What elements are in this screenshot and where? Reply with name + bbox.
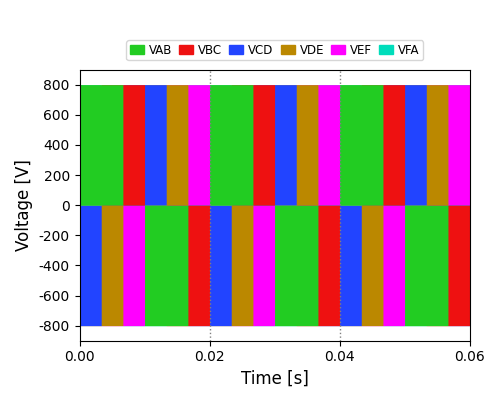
X-axis label: Time [s]: Time [s] bbox=[240, 370, 308, 388]
Legend: VAB, VBC, VCD, VDE, VEF, VFA: VAB, VBC, VCD, VDE, VEF, VFA bbox=[126, 40, 423, 60]
Y-axis label: Voltage [V]: Voltage [V] bbox=[15, 159, 33, 251]
